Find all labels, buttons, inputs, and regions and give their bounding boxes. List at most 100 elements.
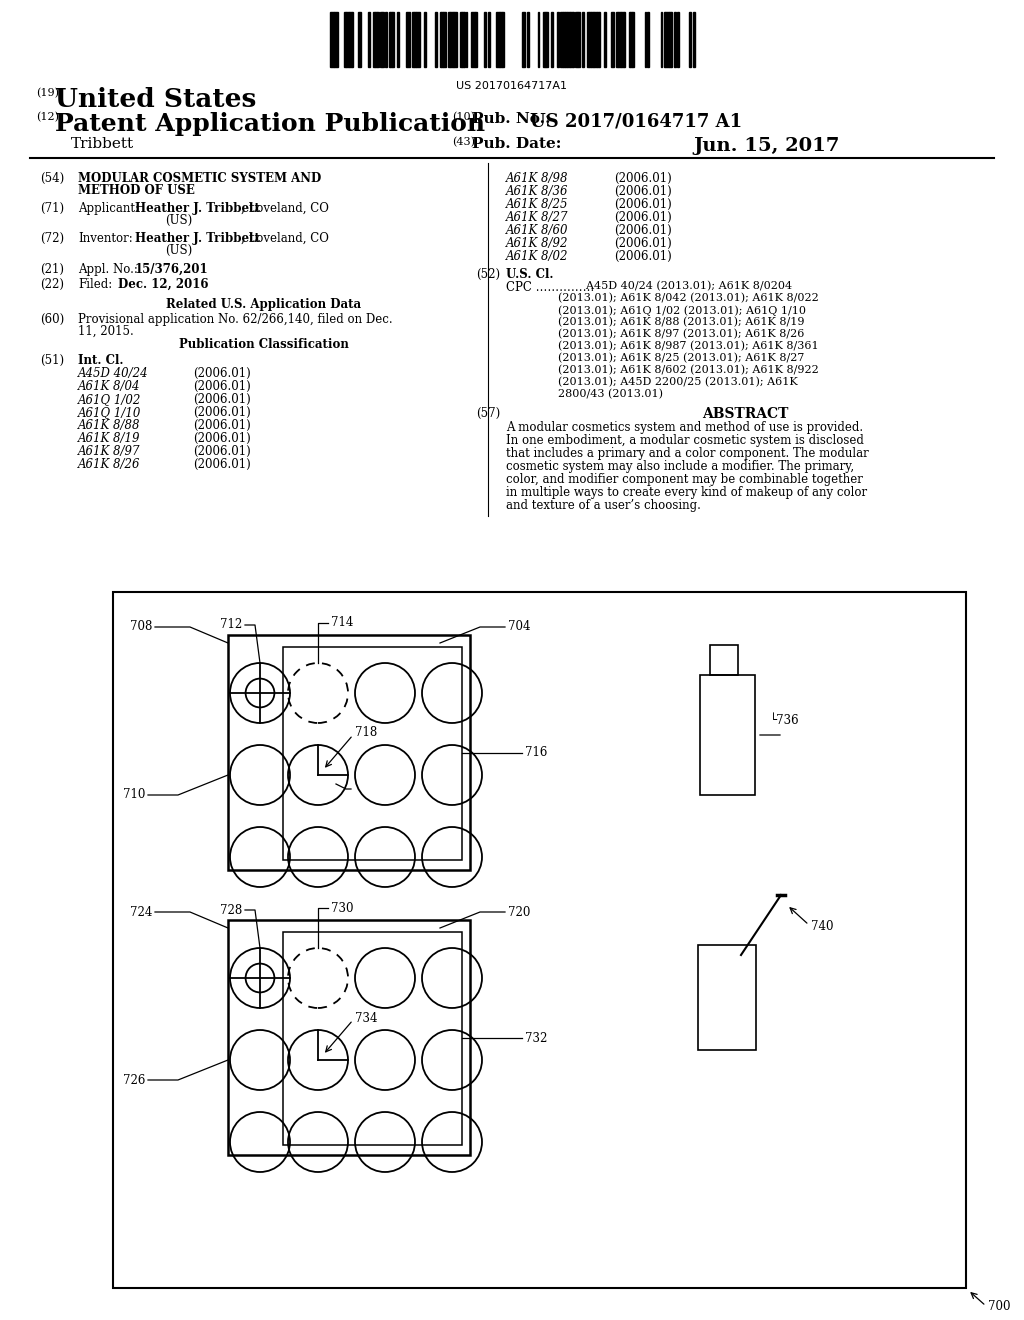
Text: (22): (22) [40, 279, 63, 290]
Text: that includes a primary and a color component. The modular: that includes a primary and a color comp… [506, 447, 868, 459]
Text: (2013.01); A61K 8/042 (2013.01); A61K 8/022: (2013.01); A61K 8/042 (2013.01); A61K 8/… [558, 293, 819, 304]
Bar [460, 12, 462, 67]
Text: Tribbett: Tribbett [71, 137, 134, 150]
Bar [565, 12, 567, 67]
Text: A modular cosmetics system and method of use is provided.: A modular cosmetics system and method of… [506, 421, 863, 434]
Bar [346, 12, 349, 67]
Text: (2013.01); A61K 8/97 (2013.01); A61K 8/26: (2013.01); A61K 8/97 (2013.01); A61K 8/2… [558, 329, 805, 339]
Bar [283, 932, 462, 1144]
Bar [449, 12, 450, 67]
Text: 734: 734 [355, 1011, 378, 1024]
Text: In one embodiment, a modular cosmetic system is disclosed: In one embodiment, a modular cosmetic sy… [506, 434, 864, 447]
Text: (2006.01): (2006.01) [614, 185, 672, 198]
Text: (43): (43) [452, 137, 475, 148]
Bar [454, 12, 457, 67]
Text: 732: 732 [525, 1031, 548, 1044]
Text: A45D 40/24: A45D 40/24 [78, 367, 148, 380]
Text: Provisional application No. 62/266,140, filed on Dec.: Provisional application No. 62/266,140, … [78, 313, 392, 326]
Bar [484, 12, 486, 67]
Bar [349, 12, 352, 67]
Bar [621, 12, 624, 67]
Bar [392, 12, 394, 67]
Text: 15/376,201: 15/376,201 [135, 263, 209, 276]
Text: (US): (US) [165, 214, 193, 227]
Text: Related U.S. Application Data: Related U.S. Application Data [167, 298, 361, 312]
Bar [373, 12, 375, 67]
Text: Heather J. Tribbett: Heather J. Tribbett [135, 202, 260, 215]
Bar [462, 12, 464, 67]
Text: 708: 708 [130, 620, 152, 634]
Bar [674, 12, 676, 67]
Text: (52): (52) [476, 268, 500, 281]
Bar [496, 12, 499, 67]
Text: 740: 740 [811, 920, 834, 933]
Text: (19): (19) [36, 88, 59, 98]
Text: (71): (71) [40, 202, 65, 215]
Bar [382, 12, 384, 67]
Text: A61K 8/97: A61K 8/97 [78, 445, 140, 458]
Text: 714: 714 [331, 616, 353, 630]
Bar [368, 12, 370, 67]
Bar [377, 12, 379, 67]
Text: (2006.01): (2006.01) [614, 198, 672, 211]
Text: (10): (10) [452, 112, 475, 123]
Bar [522, 12, 525, 67]
Text: Heather J. Tribbett: Heather J. Tribbett [135, 232, 260, 246]
Text: in multiple ways to create every kind of makeup of any color: in multiple ways to create every kind of… [506, 486, 867, 499]
Text: 726: 726 [123, 1073, 145, 1086]
Bar [669, 12, 671, 67]
Text: 718: 718 [355, 726, 377, 739]
Text: A61Q 1/02: A61Q 1/02 [78, 393, 141, 407]
Bar [334, 12, 338, 67]
Text: (2006.01): (2006.01) [193, 432, 251, 445]
Bar [665, 12, 669, 67]
Bar [693, 12, 695, 67]
Text: (72): (72) [40, 232, 65, 246]
Text: (2013.01); A61K 8/987 (2013.01); A61K 8/361: (2013.01); A61K 8/987 (2013.01); A61K 8/… [558, 341, 818, 351]
Bar [647, 12, 649, 67]
Text: A61K 8/88: A61K 8/88 [78, 418, 140, 432]
Text: 700: 700 [988, 1299, 1011, 1312]
Bar [344, 12, 346, 67]
Bar [416, 12, 420, 67]
Text: A45D 40/24 (2013.01); A61K 8/0204: A45D 40/24 (2013.01); A61K 8/0204 [558, 281, 793, 292]
Text: and texture of a user’s choosing.: and texture of a user’s choosing. [506, 499, 700, 512]
Text: A61K 8/26: A61K 8/26 [78, 458, 140, 471]
Text: 2800/43 (2013.01): 2800/43 (2013.01) [558, 389, 663, 400]
Text: color, and modifier component may be combinable together: color, and modifier component may be com… [506, 473, 863, 486]
Text: 720: 720 [508, 906, 530, 919]
Bar [435, 12, 437, 67]
Bar [471, 12, 475, 67]
Text: 710: 710 [123, 788, 145, 801]
Text: (21): (21) [40, 263, 63, 276]
Text: 716: 716 [525, 747, 548, 759]
Bar [113, 591, 966, 1288]
Text: (54): (54) [40, 172, 65, 185]
Text: US 2017/0164717 A1: US 2017/0164717 A1 [530, 112, 742, 129]
Text: (2006.01): (2006.01) [193, 380, 251, 393]
Bar [443, 12, 446, 67]
Bar [557, 12, 559, 67]
Text: U.S. Cl.: U.S. Cl. [506, 268, 554, 281]
Bar [616, 12, 618, 67]
Text: (US): (US) [165, 244, 193, 257]
Text: METHOD OF USE: METHOD OF USE [78, 183, 195, 197]
Text: A61K 8/02: A61K 8/02 [506, 249, 568, 263]
Bar [689, 12, 691, 67]
Bar [700, 675, 755, 795]
Bar [527, 12, 529, 67]
Text: (2006.01): (2006.01) [614, 249, 672, 263]
Text: Patent Application Publication: Patent Application Publication [55, 112, 485, 136]
Text: 728: 728 [220, 903, 242, 916]
Text: (2006.01): (2006.01) [193, 367, 251, 380]
Bar [630, 12, 632, 67]
Text: , Loveland, CO: , Loveland, CO [241, 232, 329, 246]
Text: Dec. 12, 2016: Dec. 12, 2016 [118, 279, 209, 290]
Bar [567, 12, 570, 67]
Bar [594, 12, 597, 67]
Bar [543, 12, 545, 67]
Bar [587, 12, 589, 67]
Text: Filed:: Filed: [78, 279, 113, 290]
Bar [563, 12, 565, 67]
Text: Int. Cl.: Int. Cl. [78, 354, 124, 367]
